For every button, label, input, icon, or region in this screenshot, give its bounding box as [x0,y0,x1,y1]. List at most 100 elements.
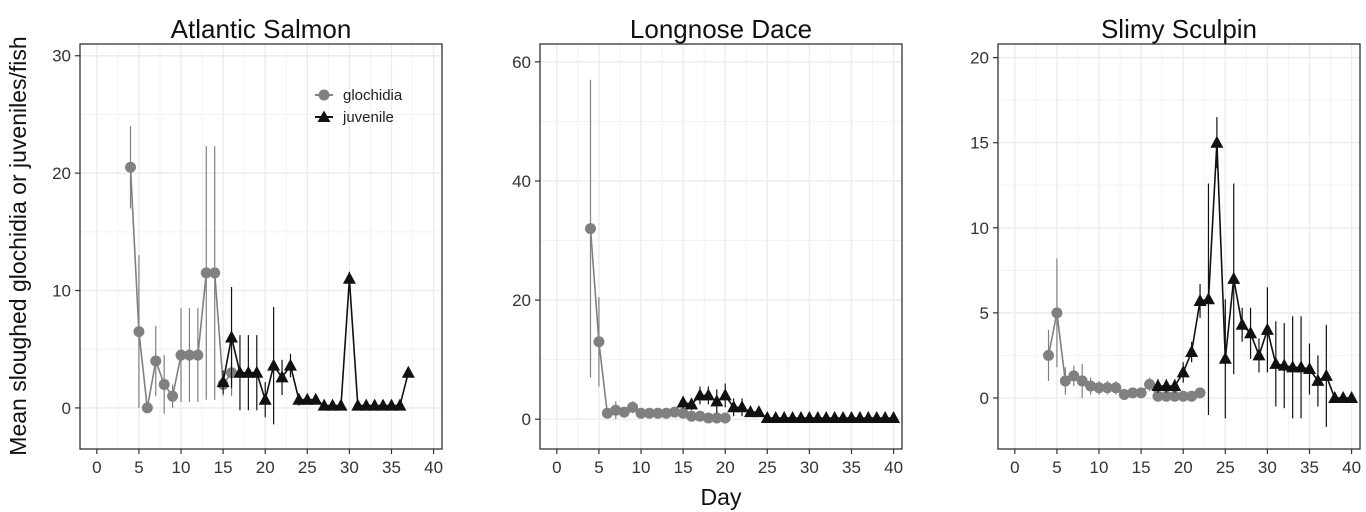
panel-border [997,43,1361,450]
data-point-juvenile [283,358,297,371]
data-point-juvenile [233,365,247,378]
data-point-juvenile [1260,322,1274,335]
data-point-juvenile [1345,390,1359,403]
legend-glochidia-marker [318,89,330,101]
data-point-glochidia [150,355,162,367]
data-point-glochidia [1076,375,1088,387]
x-tick-label: 35 [842,458,861,477]
data-point-glochidia [1169,390,1181,402]
data-point-glochidia [1177,390,1189,402]
y-axis-label: Mean sloughed glochidia or juveniles/fis… [5,36,31,455]
panel-background [998,44,1360,449]
data-point-juvenile [760,411,774,424]
x-tick-label: 5 [134,458,143,477]
data-point-juvenile [393,398,407,411]
data-point-juvenile [292,392,306,405]
data-point-juvenile [1286,360,1300,373]
data-point-juvenile [870,411,884,424]
data-point-juvenile [685,397,699,410]
data-point-juvenile [786,411,800,424]
data-point-juvenile [1151,379,1165,392]
data-point-glochidia [677,407,689,419]
data-point-juvenile [1201,292,1215,305]
data-point-juvenile [1244,326,1258,339]
data-point-juvenile [351,398,365,411]
y-tick-label: 40 [512,172,531,191]
data-point-juvenile [1176,365,1190,378]
y-tick-label: 0 [62,399,71,418]
x-tick-label: 0 [552,458,561,477]
x-tick-label: 15 [1132,458,1151,477]
data-point-juvenile [701,388,715,401]
y-tick-label: 0 [980,389,989,408]
data-point-juvenile [267,358,281,371]
x-tick-label: 30 [800,458,819,477]
data-point-glochidia [192,349,204,361]
data-point-juvenile [309,392,323,405]
panel-title: Longnose Dace [630,14,812,44]
data-point-glochidia [183,349,195,361]
data-point-glochidia [627,401,639,413]
data-point-glochidia [702,412,714,424]
series-glochidia [1043,258,1206,402]
x-tick-label: 0 [1010,458,1019,477]
x-tick-label: 35 [1300,458,1319,477]
data-point-juvenile [317,398,331,411]
x-tick-label: 10 [1090,458,1109,477]
data-point-juvenile [819,411,833,424]
data-point-juvenile [225,330,239,343]
panel-longnose-dace: 0 5 10 15 20 25 30 35 40 0 20 40 60 Longnose Dace [512,14,903,477]
x-axis-label: Day [701,484,742,510]
data-point-glochidia [585,223,597,235]
data-point-glochidia [158,378,170,390]
data-point-glochidia [1093,382,1105,394]
x-tick-label: 25 [758,458,777,477]
x-tick-label: 15 [674,458,693,477]
data-point-glochidia [635,407,647,419]
data-point-juvenile [1159,379,1173,392]
data-point-juvenile [300,392,314,405]
series-glochidia [585,79,731,424]
data-point-glochidia [601,407,613,419]
data-point-juvenile [710,394,724,407]
data-point-juvenile [887,411,901,424]
data-point-juvenile [1218,351,1232,364]
x-tick-label: 25 [298,458,317,477]
data-point-juvenile [250,365,264,378]
data-point-glochidia [1160,390,1172,402]
data-point-glochidia [125,161,137,173]
data-point-glochidia [1118,389,1130,401]
data-point-juvenile [1328,390,1342,403]
data-point-juvenile [1336,390,1350,403]
panel-background [540,44,902,449]
panel-atlantic-salmon: 0 5 10 15 20 25 30 35 40 0 10 20 30 Atlantic Salmon [52,14,443,477]
data-point-juvenile [359,398,373,411]
series-juvenile [676,383,901,424]
data-point-glochidia [660,407,672,419]
legend-juvenile-label: juvenile [342,109,394,126]
data-point-glochidia [1194,387,1206,399]
data-point-juvenile [1235,317,1249,330]
y-tick-label: 10 [970,219,989,238]
data-point-juvenile [676,395,690,408]
data-point-juvenile [1252,348,1266,361]
data-point-juvenile [794,411,808,424]
data-point-juvenile [735,400,749,413]
data-point-juvenile [853,411,867,424]
data-point-juvenile [836,411,850,424]
data-point-juvenile [241,365,255,378]
series-juvenile [216,271,415,425]
x-tick-label: 20 [716,458,735,477]
data-point-glochidia [1186,390,1198,402]
panel-border [539,43,903,450]
data-point-glochidia [1110,382,1122,394]
data-point-juvenile [752,405,766,418]
data-point-glochidia [618,406,630,418]
data-point-juvenile [326,398,340,411]
data-point-glochidia [669,406,681,418]
panel-border [79,43,443,450]
x-tick-label: 40 [424,458,443,477]
legend-juvenile-marker [317,110,331,122]
data-point-juvenile [802,411,816,424]
